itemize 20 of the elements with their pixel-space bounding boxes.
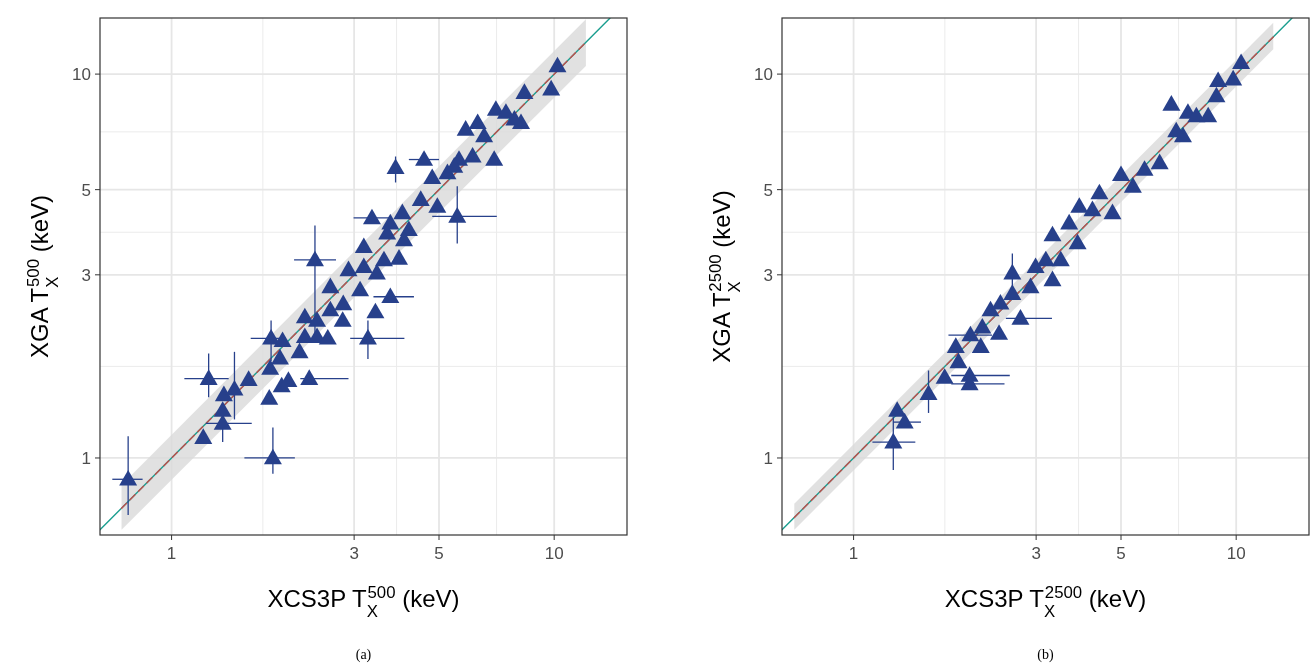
y-tick-label: 3 [81,265,91,285]
x-axis-title: XCS3P T$_{X}$$^{2500}$ (keV) [944,582,1147,621]
y-tick-label: 10 [72,65,91,85]
y-tick-label: 5 [81,180,91,200]
x-tick-label: 10 [1226,544,1246,563]
x-tick-label: 5 [434,544,444,563]
x-tick-label: 3 [349,544,359,563]
x-axis-title: XCS3P T$_{X}$$^{500}$ (keV) [267,582,460,621]
y-tick-label: 3 [763,265,773,285]
y-tick-label: 1 [81,448,91,468]
x-tick-label: 1 [166,544,177,563]
x-tick-label: 10 [544,544,564,563]
x-tick-label: 5 [1116,544,1126,563]
x-tick-label: 3 [1031,544,1041,563]
text: (b) [1037,647,1054,663]
y-tick-label: 1 [763,448,773,468]
y-tick-label: 10 [754,65,773,85]
text: (a) [355,647,372,663]
y-tick-label: 5 [763,180,773,200]
x-tick-label: 1 [848,544,859,563]
